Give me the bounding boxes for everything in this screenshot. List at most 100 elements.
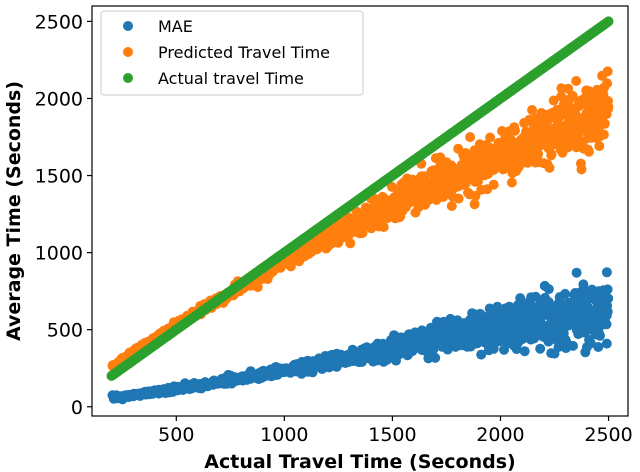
legend-label-mae: MAE [158, 17, 193, 36]
data-point [217, 377, 228, 388]
data-point [500, 303, 510, 314]
data-point [515, 330, 526, 341]
y-tick-label: 2000 [35, 88, 83, 110]
data-point [595, 330, 605, 341]
data-point [479, 170, 490, 181]
data-point [437, 189, 448, 200]
data-point [597, 115, 608, 126]
data-point [595, 87, 606, 98]
data-point [584, 86, 595, 97]
data-point [362, 211, 373, 222]
data-point [308, 243, 319, 253]
data-point [511, 166, 522, 177]
data-point [568, 340, 578, 351]
data-point [601, 305, 612, 316]
data-point [305, 358, 316, 369]
data-point [266, 369, 277, 380]
data-point [321, 232, 332, 243]
data-point [446, 160, 457, 171]
data-point [507, 330, 518, 341]
data-point [183, 382, 194, 393]
x-tick-label: 1000 [260, 424, 308, 446]
data-point [453, 143, 464, 154]
data-point [153, 388, 164, 399]
data-point [548, 95, 559, 106]
data-point [580, 295, 590, 306]
data-point [395, 211, 406, 222]
data-point [555, 133, 566, 144]
data-point [391, 195, 402, 206]
data-point [500, 132, 511, 143]
data-point [468, 339, 478, 350]
data-point [415, 332, 426, 343]
data-point [544, 301, 555, 312]
data-point [546, 150, 557, 161]
data-point [591, 296, 602, 307]
data-point [446, 201, 457, 211]
data-point [576, 164, 587, 175]
legend-marker-mae [123, 21, 133, 31]
data-point [253, 374, 264, 385]
data-point [476, 349, 487, 360]
data-point [298, 249, 309, 260]
data-point [173, 384, 184, 394]
data-point [603, 101, 614, 112]
data-point [540, 121, 550, 132]
x-tick-label: 1500 [368, 424, 416, 446]
y-tick-label: 1000 [35, 243, 83, 265]
data-point [482, 184, 493, 195]
data-point [556, 83, 567, 94]
data-point [553, 298, 564, 309]
data-point [502, 338, 513, 349]
data-point [588, 131, 599, 142]
data-point [530, 114, 541, 125]
data-point [584, 146, 594, 157]
data-point [552, 104, 563, 115]
data-point [589, 309, 600, 320]
data-point [418, 176, 429, 187]
data-point [479, 156, 490, 167]
data-point [545, 130, 556, 141]
legend-label-actual: Actual travel Time [158, 69, 304, 88]
y-axis-ticks: 0 500 1000 1500 2000 2500 [35, 11, 92, 419]
data-point [519, 346, 530, 357]
x-axis-ticks: 500 1000 1500 2000 2500 [158, 416, 633, 446]
data-point [535, 128, 545, 139]
data-point [394, 349, 405, 360]
data-point [543, 335, 554, 345]
data-point [334, 234, 345, 245]
data-point [435, 152, 446, 163]
data-point [128, 391, 139, 402]
data-point [434, 174, 445, 185]
data-point [428, 165, 439, 176]
data-point [547, 325, 558, 336]
data-point [393, 185, 403, 196]
data-point [382, 354, 393, 365]
data-point [490, 328, 501, 339]
data-point [471, 326, 482, 337]
data-point [526, 292, 537, 303]
data-point [471, 157, 482, 168]
data-point [203, 378, 213, 389]
data-point [593, 342, 604, 352]
data-point [517, 317, 528, 328]
data-point [601, 267, 612, 278]
legend-marker-actual [123, 73, 133, 83]
data-point [464, 189, 475, 200]
data-point [581, 342, 592, 353]
data-point [438, 316, 449, 327]
data-point [453, 181, 464, 192]
marks-layer [106, 16, 614, 405]
data-point [378, 193, 389, 204]
data-point [280, 364, 291, 375]
data-point [444, 327, 455, 338]
data-point [580, 117, 591, 128]
series-0 [107, 267, 614, 405]
data-point [571, 142, 582, 153]
data-point [594, 141, 605, 151]
data-point [499, 324, 510, 335]
data-point [423, 195, 434, 206]
series-2 [106, 16, 614, 381]
data-point [481, 140, 491, 151]
